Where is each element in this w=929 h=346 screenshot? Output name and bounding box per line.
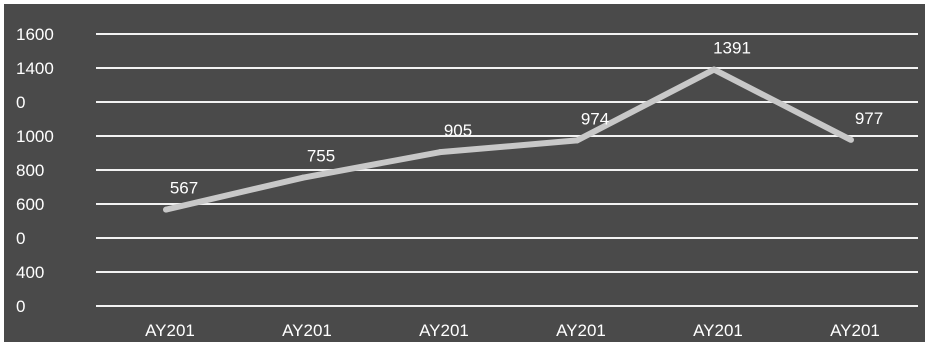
x-category-label: AY201	[830, 321, 880, 340]
y-tick-label: 0	[16, 93, 25, 112]
data-label: 567	[170, 179, 198, 198]
data-label: 977	[855, 109, 883, 128]
chart-canvas: 1600 1400 0 1000 800 600 0 400 0 567 755 905 974 139…	[16, 25, 918, 340]
data-label: 974	[581, 109, 609, 128]
y-tick-label: 0	[16, 229, 25, 248]
y-tick-label: 1000	[16, 127, 54, 146]
data-label: 1391	[713, 39, 751, 58]
data-point	[848, 136, 854, 143]
y-tick-label: 600	[16, 195, 44, 214]
y-tick-label: 1400	[16, 59, 54, 78]
data-point	[163, 206, 169, 213]
data-point	[300, 174, 306, 181]
x-category-label: AY201	[282, 321, 332, 340]
data-label: 905	[444, 121, 472, 140]
x-category-label: AY201	[556, 321, 606, 340]
y-tick-label: 0	[16, 297, 25, 316]
y-tick-label: 400	[16, 263, 44, 282]
y-tick-label: 1600	[16, 25, 54, 44]
x-category-label: AY201	[145, 321, 195, 340]
data-point	[711, 66, 717, 73]
data-label: 755	[307, 147, 335, 166]
x-category-label: AY201	[693, 321, 743, 340]
line-chart: 1600 1400 0 1000 800 600 0 400 0 567 755 905 974 139…	[4, 4, 925, 342]
x-category-label: AY201	[419, 321, 469, 340]
data-point	[437, 149, 443, 156]
data-point	[574, 137, 580, 144]
series-line	[165, 66, 853, 213]
y-tick-label: 800	[16, 161, 44, 180]
